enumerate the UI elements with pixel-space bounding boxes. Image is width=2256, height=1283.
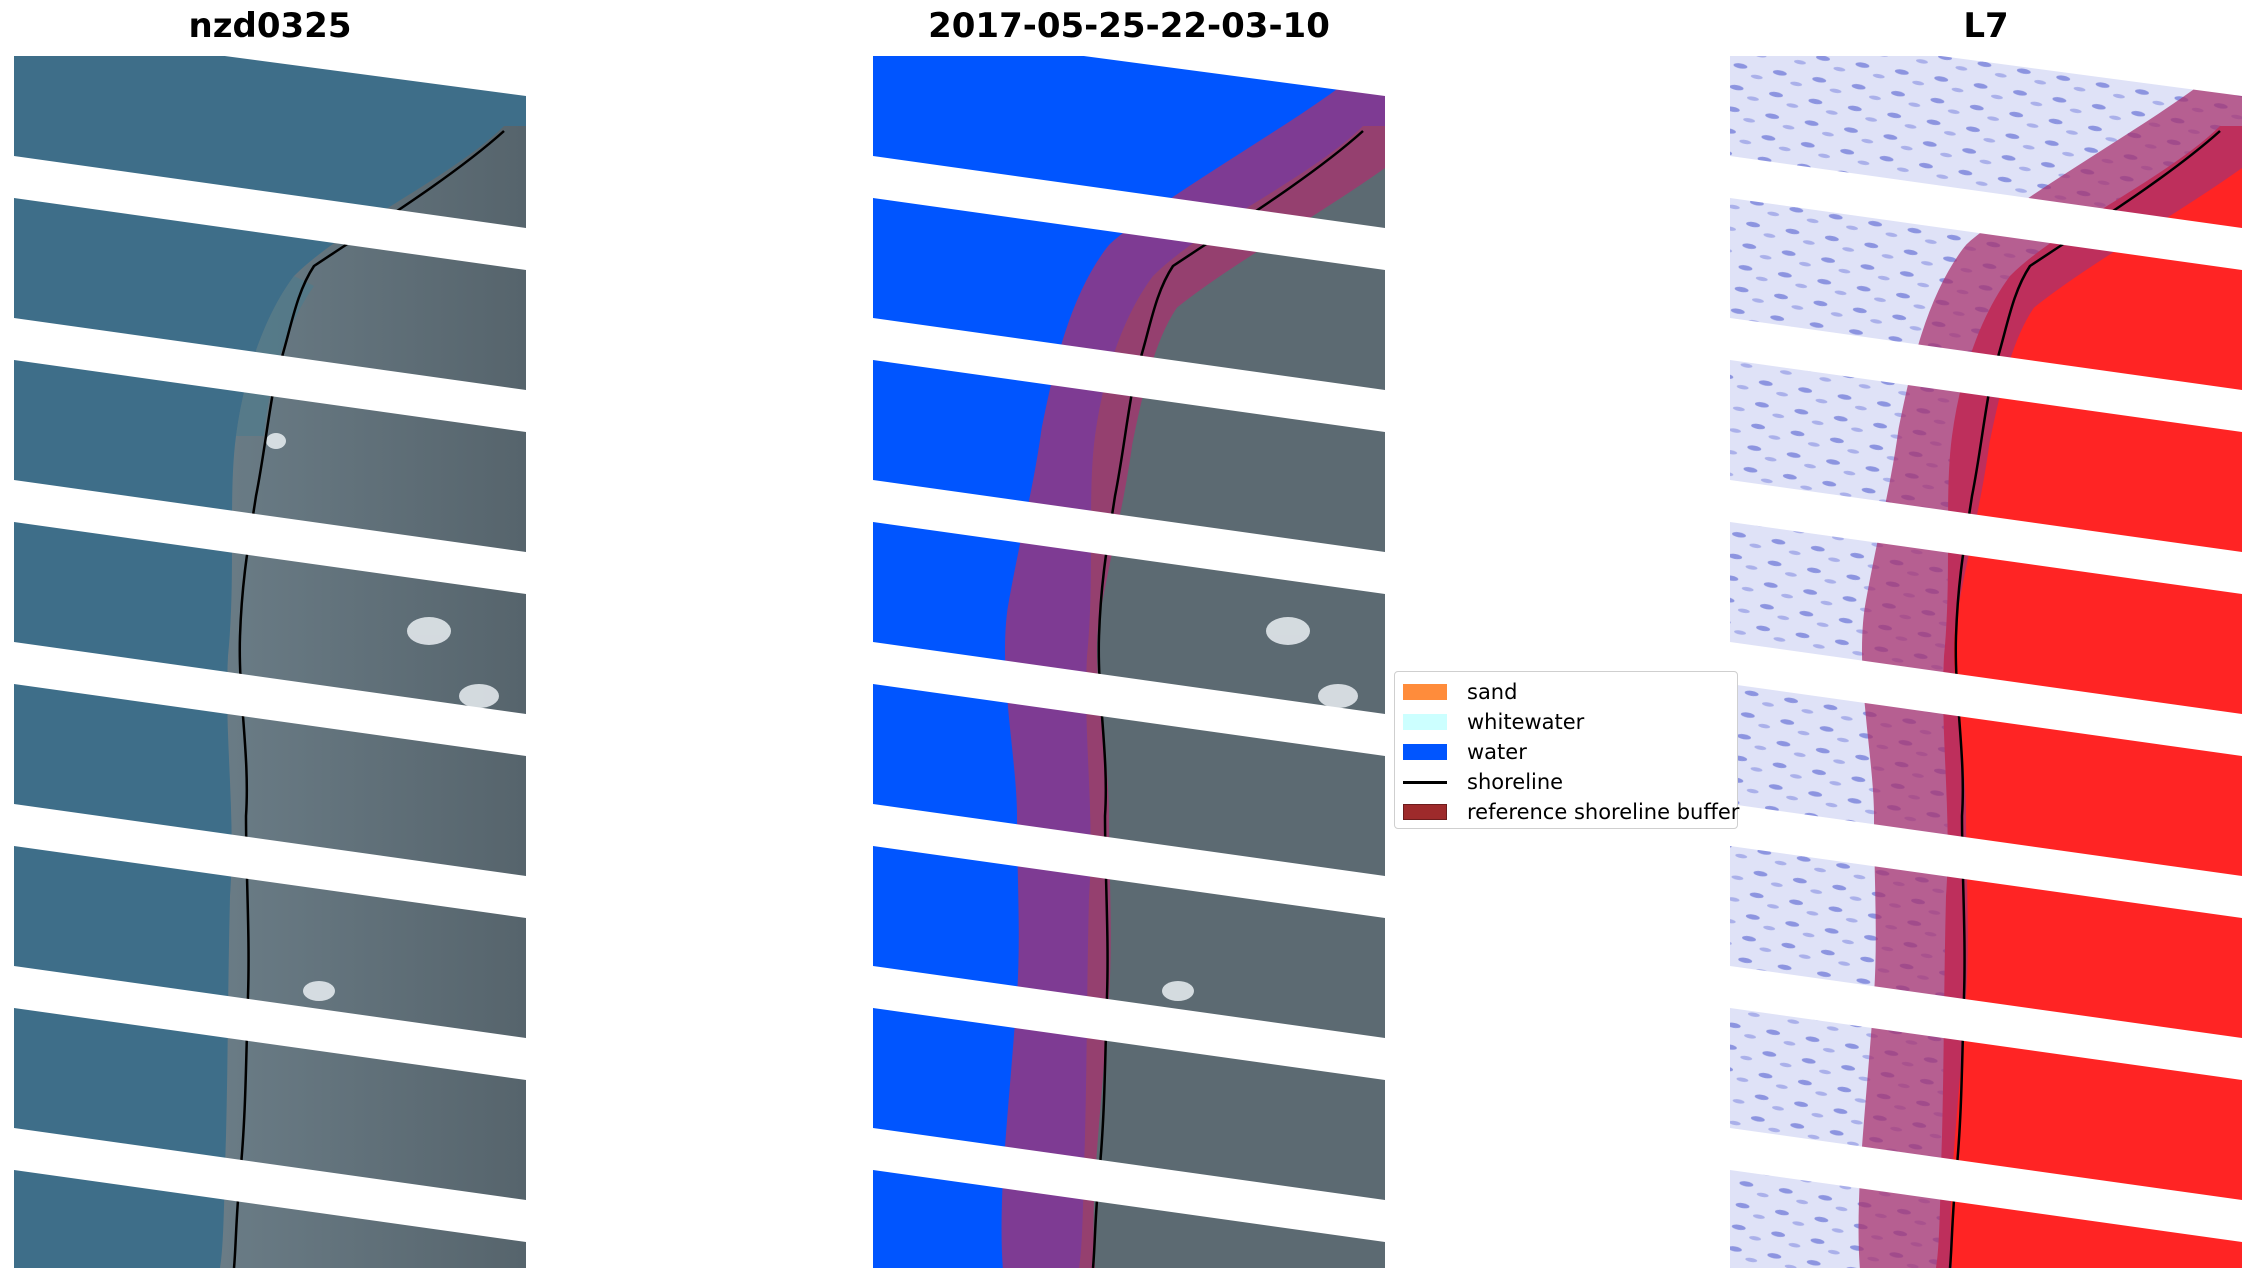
- scanline-gaps: [873, 56, 1385, 1242]
- legend-swatch-water: [1403, 744, 1447, 760]
- legend-swatch-sand: [1403, 684, 1447, 700]
- rgb-image-panel: [14, 56, 526, 1268]
- scanline-gaps: [14, 56, 526, 1242]
- legend-line-shoreline: [1403, 780, 1447, 784]
- legend-item-water: water: [1403, 737, 1729, 767]
- legend-label-reference-buffer: reference shoreline buffer: [1467, 800, 1740, 824]
- legend-item-whitewater: whitewater: [1403, 707, 1729, 737]
- legend-item-sand: sand: [1403, 677, 1729, 707]
- panel-title-rgb: nzd0325: [188, 6, 352, 46]
- rgb-scene: [14, 56, 526, 1268]
- legend-swatch-whitewater: [1403, 714, 1447, 730]
- scanline-gaps: [1730, 56, 2242, 1242]
- cloud-patches: [266, 433, 499, 1001]
- index-panel: [1730, 56, 2242, 1268]
- classified-panel: [873, 56, 1385, 1268]
- panel-title-index: L7: [1963, 6, 2009, 46]
- panel-title-classified: 2017-05-25-22-03-10: [928, 6, 1330, 46]
- index-scene: [1730, 56, 2242, 1268]
- legend-item-shoreline: shoreline: [1403, 767, 1729, 797]
- legend-swatch-reference-buffer: [1403, 804, 1447, 820]
- shoreline-black: [1091, 130, 1364, 1268]
- legend: sand whitewater water shoreline referenc…: [1394, 671, 1739, 829]
- shoreline-black: [1948, 130, 2221, 1268]
- shoreline-black: [232, 130, 505, 1268]
- classified-scene: [873, 56, 1385, 1268]
- legend-label-whitewater: whitewater: [1467, 710, 1585, 734]
- legend-item-reference-buffer: reference shoreline buffer: [1403, 797, 1739, 827]
- legend-label-sand: sand: [1467, 680, 1518, 704]
- legend-label-water: water: [1467, 740, 1527, 764]
- legend-label-shoreline: shoreline: [1467, 770, 1564, 794]
- cloud-patches: [1162, 617, 1358, 1001]
